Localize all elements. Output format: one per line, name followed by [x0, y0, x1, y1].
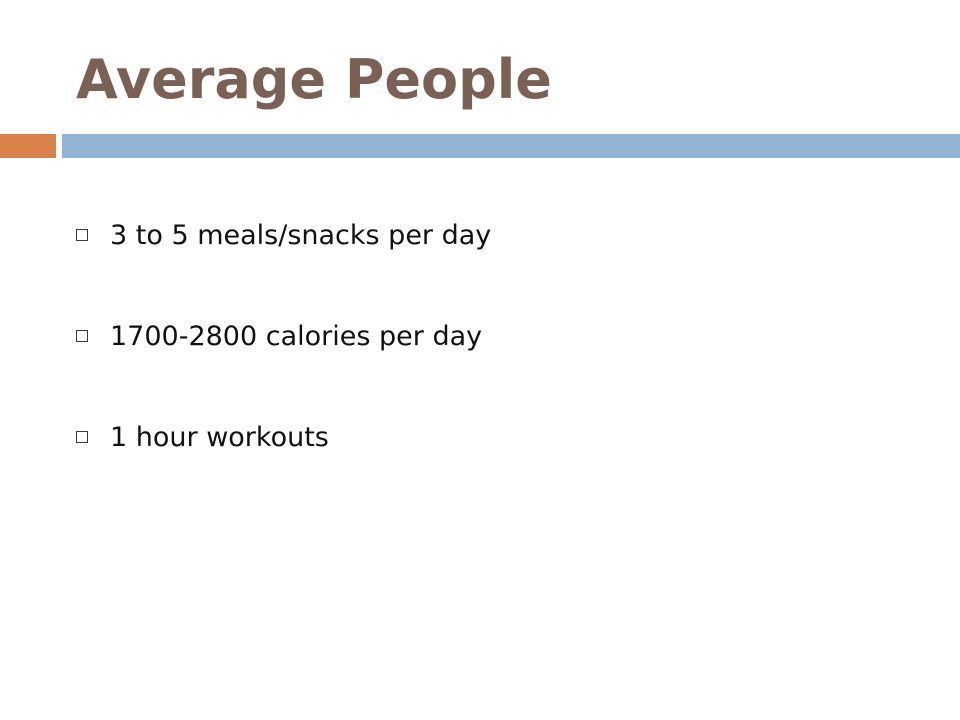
bullet-item: 1700-2800 calories per day: [76, 311, 491, 361]
bullet-text: 1 hour workouts: [110, 421, 329, 453]
bullet-item: 3 to 5 meals/snacks per day: [76, 210, 491, 260]
bullet-text: 1700-2800 calories per day: [110, 320, 483, 352]
hollow-square-icon: [76, 330, 88, 342]
bullet-item: 1 hour workouts: [76, 412, 491, 462]
hollow-square-icon: [76, 229, 88, 241]
bullet-list: 3 to 5 meals/snacks per day 1700-2800 ca…: [76, 210, 491, 513]
hollow-square-icon: [76, 431, 88, 443]
accent-bar-orange: [0, 134, 56, 158]
bullet-text: 3 to 5 meals/snacks per day: [110, 219, 492, 251]
slide-title: Average People: [76, 48, 552, 111]
accent-bar-blue: [62, 134, 960, 158]
